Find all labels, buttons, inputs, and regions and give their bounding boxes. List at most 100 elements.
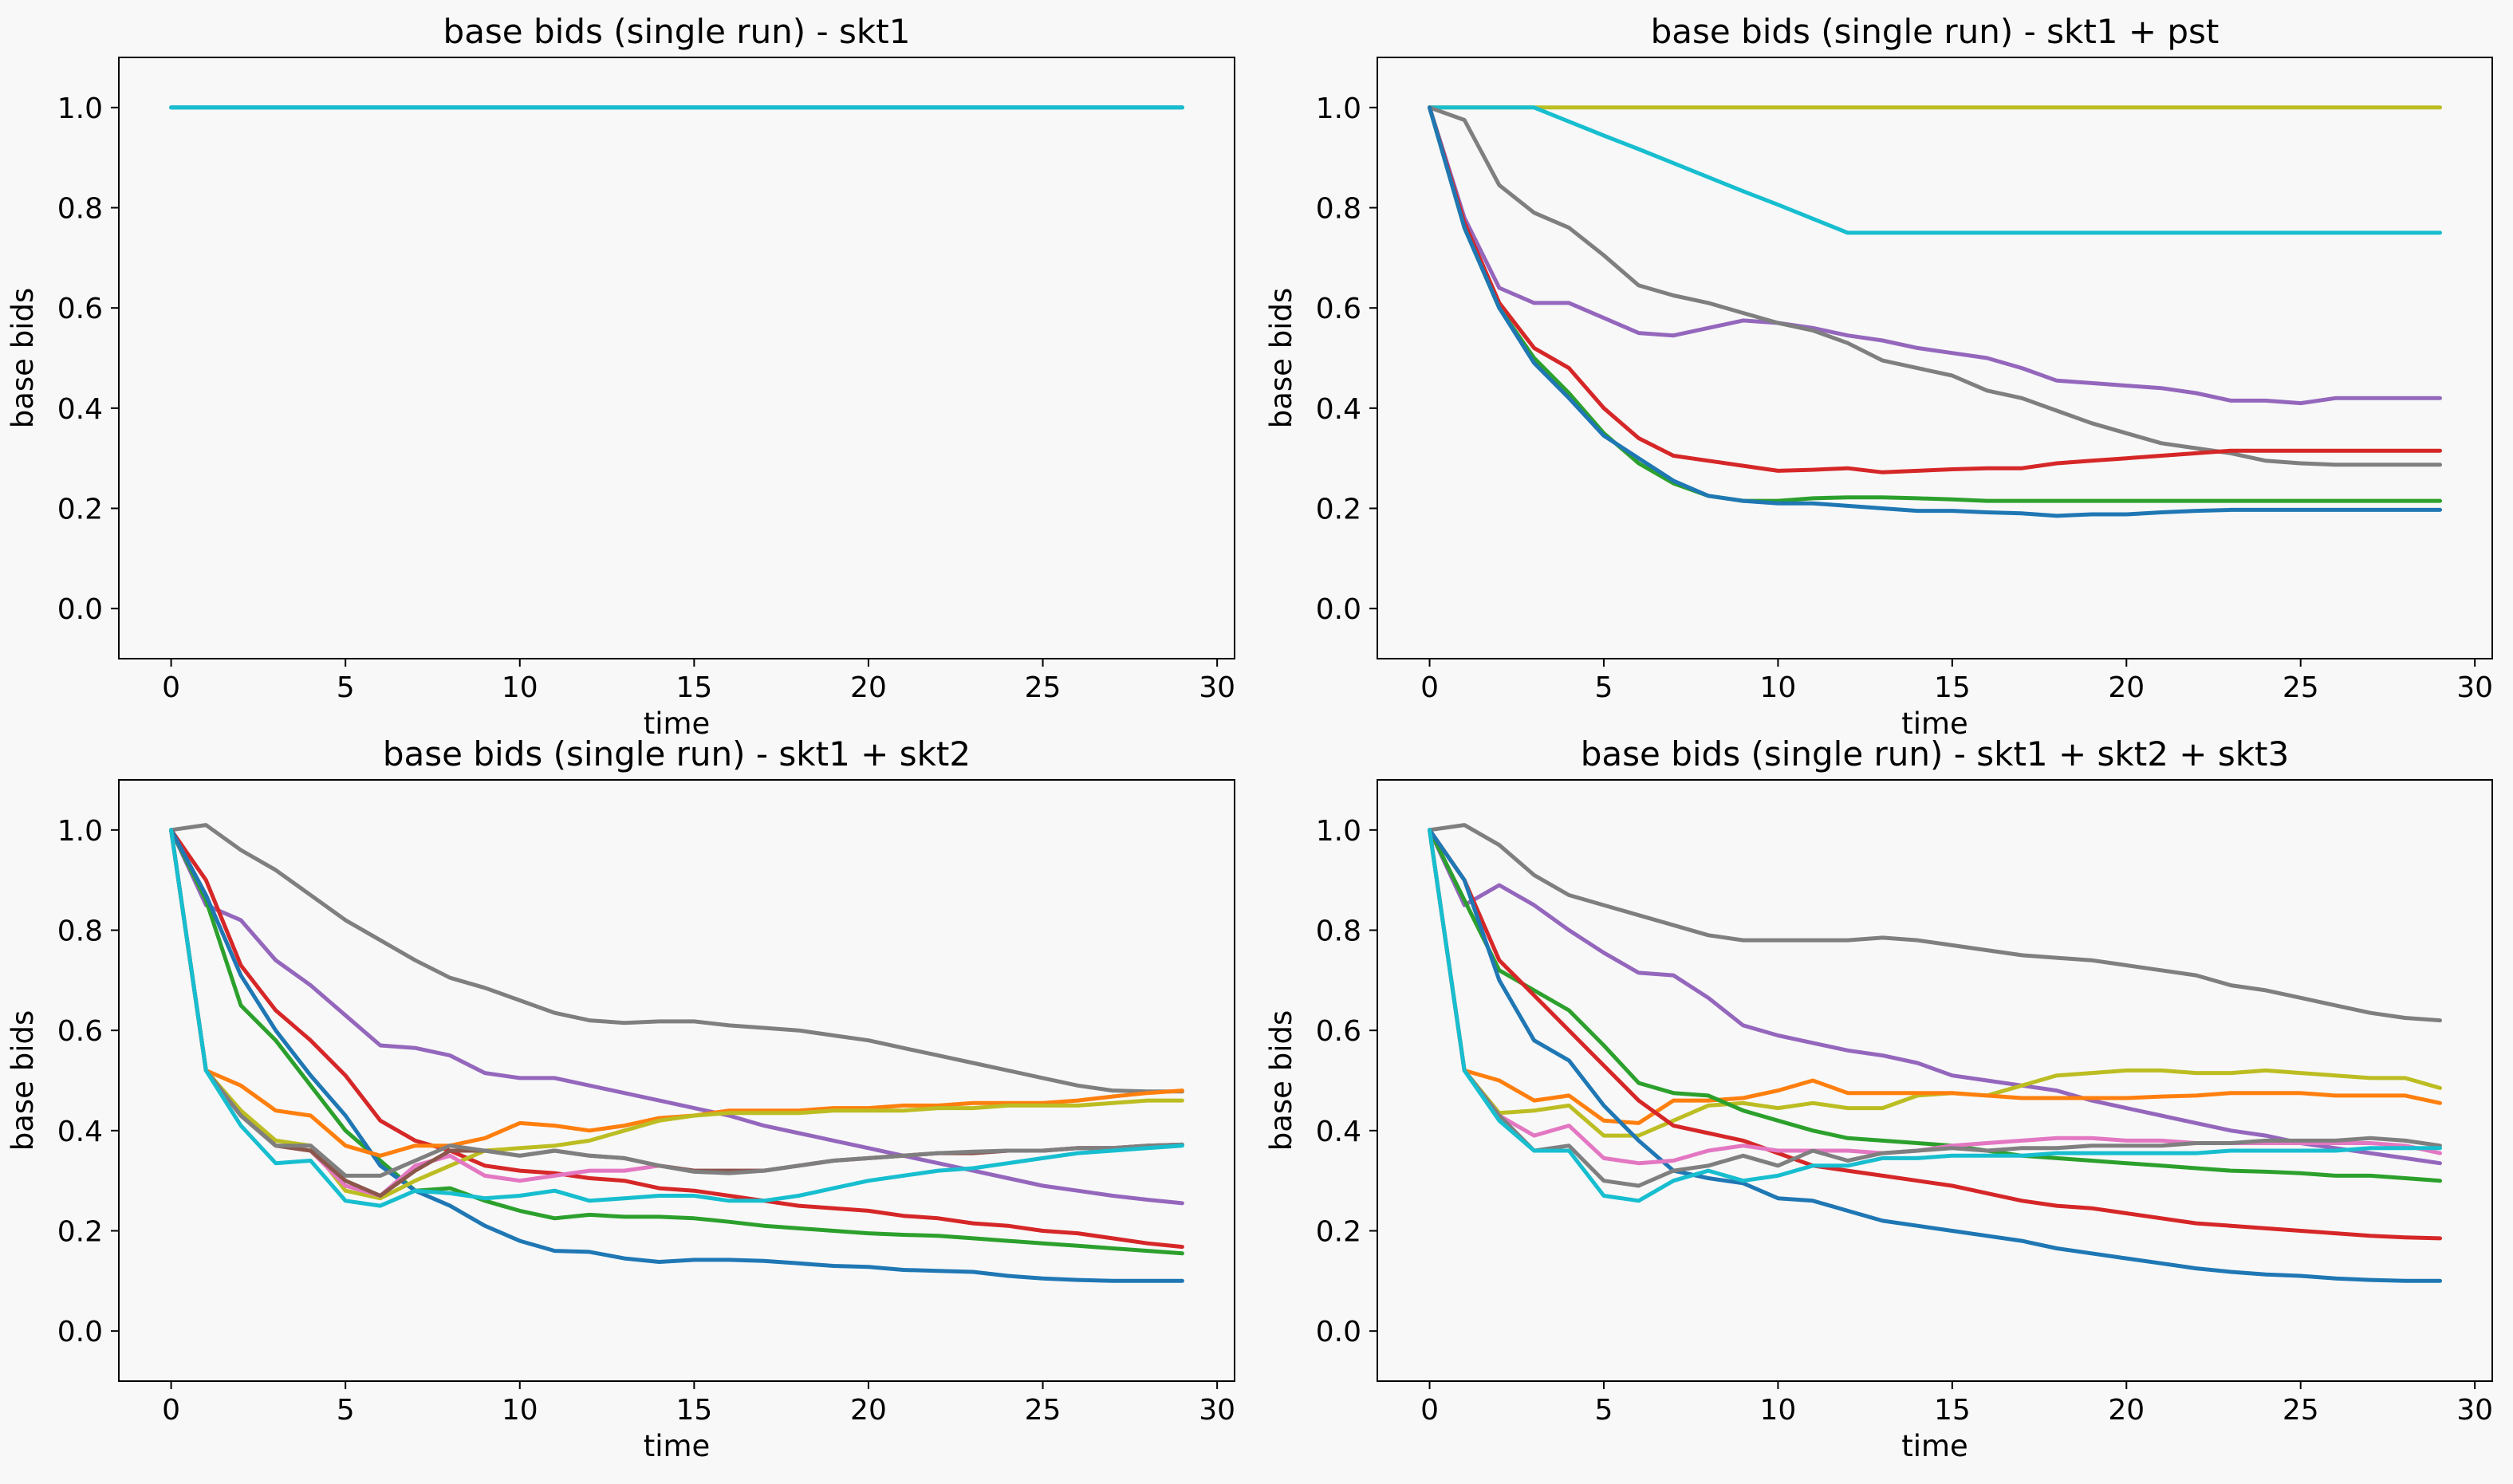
y-tick-label: 1.0 — [1316, 93, 1361, 125]
x-tick-label: 5 — [1595, 1394, 1613, 1427]
chart-title: base bids (single run) - skt1 + pst — [1651, 12, 2220, 51]
plot-area — [119, 780, 1235, 1381]
series-line-10 — [169, 828, 1184, 1178]
y-tick-label: 0.2 — [1316, 1216, 1361, 1249]
y-tick-label: 0.6 — [57, 293, 103, 325]
x-tick-label: 10 — [502, 1394, 538, 1427]
chart-title: base bids (single run) - skt1 + skt2 + s… — [1581, 734, 2289, 773]
y-tick-label: 0.8 — [1316, 915, 1361, 948]
x-tick-label: 15 — [676, 671, 712, 704]
axes-frame — [118, 779, 1235, 1382]
x-axis-label: time — [1901, 1429, 1968, 1463]
y-tick-label: 0.0 — [57, 1316, 103, 1348]
chart-panel-2: 0 5 10 15 20 25 30 0.0 0.2 0.4 0.6 0.8 1.0 base bids … — [1264, 12, 2493, 741]
y-tick-label: 0.6 — [57, 1015, 103, 1048]
y-axis-label: base bids — [1264, 1010, 1298, 1151]
series-line-4 — [1428, 828, 2442, 1125]
series-line-11 — [169, 828, 1184, 1208]
x-tick-label: 10 — [502, 671, 538, 704]
chart-panel-1: 0 5 10 15 20 25 30 0.0 0.2 0.4 0.6 0.8 1.0 base bids … — [6, 12, 1235, 741]
series-line-7 — [169, 828, 1184, 1201]
y-tick-label: 0.4 — [1316, 1116, 1361, 1148]
y-tick-label: 0.4 — [1316, 393, 1361, 426]
y-tick-label: 0.6 — [1316, 293, 1361, 325]
x-tick-label: 15 — [676, 1394, 712, 1427]
y-tick-label: 0.2 — [57, 494, 103, 526]
y-tick-label: 1.0 — [57, 815, 103, 848]
x-tick-label: 20 — [850, 671, 887, 704]
y-tick-label: 0.8 — [57, 193, 103, 226]
series-line-1 — [1428, 823, 2442, 1023]
x-tick-label: 0 — [1420, 671, 1439, 704]
x-tick-label: 15 — [1934, 671, 1971, 704]
x-tick-label: 15 — [1934, 1394, 1971, 1427]
x-tick-label: 25 — [2283, 671, 2319, 704]
series-line-7 — [1428, 105, 2442, 518]
series-group — [1428, 105, 2442, 518]
series-line-5 — [1428, 105, 2442, 474]
axes-frame — [1377, 779, 2493, 1382]
chart-panel-3: 0 5 10 15 20 25 30 0.0 0.2 0.4 0.6 0.8 1.0 base bids … — [6, 734, 1235, 1463]
x-tick-label: 30 — [1199, 671, 1235, 704]
plot-area — [119, 57, 1235, 659]
series-line-4 — [1428, 105, 2442, 467]
series-line-5 — [169, 828, 1184, 1283]
chart-title: base bids (single run) - skt1 + skt2 — [383, 734, 971, 773]
y-axis-label: base bids — [6, 1010, 40, 1151]
x-tick-label: 30 — [2456, 671, 2493, 704]
x-tick-label: 5 — [1595, 671, 1613, 704]
y-axis-label: base bids — [6, 288, 40, 429]
x-tick-label: 10 — [1760, 1394, 1797, 1427]
x-tick-label: 25 — [1025, 1394, 1062, 1427]
series-line-5 — [1428, 828, 2442, 1183]
y-tick-label: 0.4 — [57, 1116, 103, 1148]
plot-area — [1377, 57, 2492, 659]
y-axis-label: base bids — [1264, 288, 1298, 429]
x-tick-label: 20 — [2108, 1394, 2145, 1427]
y-tick-label: 0.0 — [57, 593, 103, 626]
chart-panel-4: 0 5 10 15 20 25 30 0.0 0.2 0.4 0.6 0.8 1.0 base bids … — [1264, 734, 2493, 1463]
y-tick-label: 0.0 — [1316, 593, 1361, 626]
axes-frame — [1377, 57, 2493, 659]
x-tick-label: 5 — [337, 1394, 355, 1427]
series-line-10 — [1428, 828, 2442, 1203]
series-group — [169, 823, 1184, 1283]
series-line-3 — [1428, 105, 2442, 406]
y-tick-label: 0.8 — [57, 915, 103, 948]
series-line-1 — [169, 823, 1184, 1094]
y-tick-label: 1.0 — [1316, 815, 1361, 848]
x-tick-label: 20 — [2108, 671, 2145, 704]
series-group — [1428, 823, 2442, 1283]
x-axis-label: time — [1901, 707, 1968, 741]
series-line-6 — [1428, 828, 2442, 1241]
x-tick-label: 20 — [850, 1394, 887, 1427]
x-tick-label: 10 — [1760, 671, 1797, 704]
x-tick-label: 0 — [162, 1394, 180, 1427]
y-tick-label: 0.2 — [57, 1216, 103, 1249]
y-tick-label: 0.0 — [1316, 1316, 1361, 1348]
x-tick-label: 30 — [2456, 1394, 2493, 1427]
x-tick-label: 25 — [1025, 671, 1062, 704]
x-tick-label: 25 — [2283, 1394, 2319, 1427]
x-axis-label: time — [644, 707, 711, 741]
series-line-7 — [1428, 828, 2442, 1283]
series-line-4 — [169, 828, 1184, 1256]
x-tick-label: 0 — [162, 671, 180, 704]
y-tick-label: 1.0 — [57, 93, 103, 125]
chart-title: base bids (single run) - skt1 — [443, 12, 911, 51]
plot-area — [1377, 780, 2492, 1381]
series-line-9 — [1428, 828, 2442, 1188]
y-tick-label: 0.6 — [1316, 1015, 1361, 1048]
series-line-3 — [169, 828, 1184, 1250]
x-axis-label: time — [644, 1429, 711, 1463]
series-line-2 — [1428, 105, 2442, 235]
axes-frame — [118, 57, 1235, 659]
series-line-2 — [1428, 828, 2442, 1166]
x-tick-label: 5 — [337, 671, 355, 704]
y-tick-label: 0.8 — [1316, 193, 1361, 226]
y-tick-label: 0.4 — [57, 393, 103, 426]
series-line-2 — [169, 828, 1184, 1206]
x-tick-label: 30 — [1199, 1394, 1235, 1427]
y-tick-label: 0.2 — [1316, 494, 1361, 526]
